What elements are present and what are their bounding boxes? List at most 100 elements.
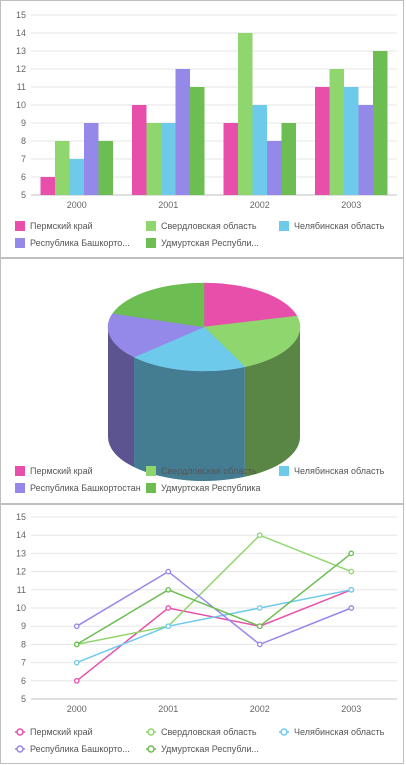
legend-item: Удмуртская Республика <box>161 483 261 493</box>
bar <box>55 141 70 195</box>
bar <box>238 33 253 195</box>
y-tick-label: 15 <box>16 512 26 522</box>
pie-slice-side <box>244 327 300 477</box>
legend-item: Пермский край <box>30 466 93 476</box>
y-tick-label: 5 <box>21 694 26 704</box>
line-chart: 5 6 7 8 9 10 11 12 13 14 15 2000 2001 2002 2003 Пермски… <box>15 512 397 754</box>
legend-item: Республика Башкортостан <box>30 483 141 493</box>
data-point <box>348 605 355 611</box>
legend-marker <box>146 466 156 476</box>
legend-marker-point <box>147 745 155 753</box>
bar <box>344 87 359 195</box>
series-line <box>76 534 352 646</box>
data-point <box>256 641 263 648</box>
data-point <box>165 623 172 630</box>
data-point <box>73 677 80 684</box>
y-tick-label: 15 <box>16 10 26 20</box>
pie-slice <box>203 282 298 328</box>
legend-item: Свердловская область <box>161 466 257 476</box>
x-tick-label: 2003 <box>341 704 361 714</box>
legend-marker-point <box>280 728 288 736</box>
legend-item: Челябинская область <box>294 727 385 737</box>
bar <box>132 105 147 195</box>
data-point <box>73 623 80 630</box>
bar <box>373 51 388 195</box>
x-tick-label: 2000 <box>67 200 87 210</box>
y-tick-label: 14 <box>16 28 26 38</box>
x-tick-label: 2001 <box>158 704 178 714</box>
y-tick-label: 7 <box>21 658 26 668</box>
bar-chart-panel: 5 6 7 8 9 10 11 12 13 14 15 2000 2001 2002 2003 Пермски… <box>0 0 404 258</box>
legend-item: Республика Башкорто... <box>30 238 130 248</box>
bar <box>329 69 344 195</box>
y-tick-label: 7 <box>21 154 26 164</box>
y-tick-label: 11 <box>17 585 26 595</box>
bar <box>281 123 296 195</box>
pie-slice-side <box>108 327 135 468</box>
legend-item: Удмуртская Республи... <box>161 744 259 754</box>
pie-slice-side <box>134 357 245 481</box>
pie-slice <box>112 282 205 328</box>
x-tick-label: 2003 <box>341 200 361 210</box>
legend-item: Свердловская область <box>161 727 257 737</box>
y-tick-label: 11 <box>17 82 26 92</box>
pie-slice <box>203 315 301 368</box>
legend-marker <box>15 221 25 231</box>
data-point <box>165 586 172 593</box>
bar <box>223 123 238 195</box>
legend-item: Челябинская область <box>294 466 385 476</box>
x-tick-label: 2000 <box>67 704 87 714</box>
data-point <box>256 623 263 630</box>
legend-marker <box>146 483 156 493</box>
bar <box>146 123 161 195</box>
pie-chart-panel: Пермский край Свердловская область Челябин… <box>0 258 404 504</box>
series-line <box>76 589 352 664</box>
bar <box>84 123 99 195</box>
line-chart-panel: 5 6 7 8 9 10 11 12 13 14 15 2000 2001 2002 2003 Пермски… <box>0 504 404 764</box>
y-tick-label: 5 <box>21 190 26 200</box>
y-tick-label: 13 <box>16 46 26 56</box>
legend-marker-point <box>16 745 24 753</box>
legend-marker <box>279 466 289 476</box>
pie-slice <box>107 313 205 358</box>
y-tick-label: 6 <box>21 676 26 686</box>
bar <box>175 69 190 195</box>
pie-slice <box>133 326 246 372</box>
y-tick-label: 8 <box>21 639 26 649</box>
x-tick-label: 2001 <box>158 200 178 210</box>
legend-marker <box>15 466 25 476</box>
data-point <box>348 568 355 575</box>
x-tick-label: 2002 <box>250 200 270 210</box>
bar <box>98 141 113 195</box>
legend-marker <box>279 221 289 231</box>
data-point <box>256 605 263 611</box>
bar <box>190 87 205 195</box>
legend-item: Пермский край <box>30 727 93 737</box>
pie-chart-3d: Пермский край Свердловская область Челябин… <box>15 282 385 493</box>
bar-chart: 5 6 7 8 9 10 11 12 13 14 15 2000 2001 2002 2003 Пермски… <box>15 10 397 248</box>
data-point <box>73 659 80 666</box>
series-line <box>76 589 352 682</box>
legend-marker <box>146 221 156 231</box>
y-tick-label: 10 <box>16 603 26 613</box>
data-point <box>165 568 172 575</box>
y-tick-label: 12 <box>16 64 26 74</box>
bar <box>69 159 84 195</box>
legend-item: Пермский край <box>30 221 93 231</box>
y-tick-label: 10 <box>16 100 26 110</box>
y-tick-label: 9 <box>21 621 26 631</box>
data-point <box>256 532 263 539</box>
legend-marker <box>146 238 156 248</box>
bar <box>267 141 282 195</box>
data-point <box>165 605 172 611</box>
bar <box>161 123 176 195</box>
legend-item: Удмуртская Республи... <box>161 238 259 248</box>
legend-marker <box>15 238 25 248</box>
legend-marker <box>15 483 25 493</box>
legend-item: Республика Башкорто... <box>30 744 130 754</box>
series-line <box>76 552 352 646</box>
legend-marker-point <box>147 728 155 736</box>
data-point <box>348 550 355 557</box>
y-tick-label: 6 <box>21 172 26 182</box>
data-point <box>348 586 355 593</box>
